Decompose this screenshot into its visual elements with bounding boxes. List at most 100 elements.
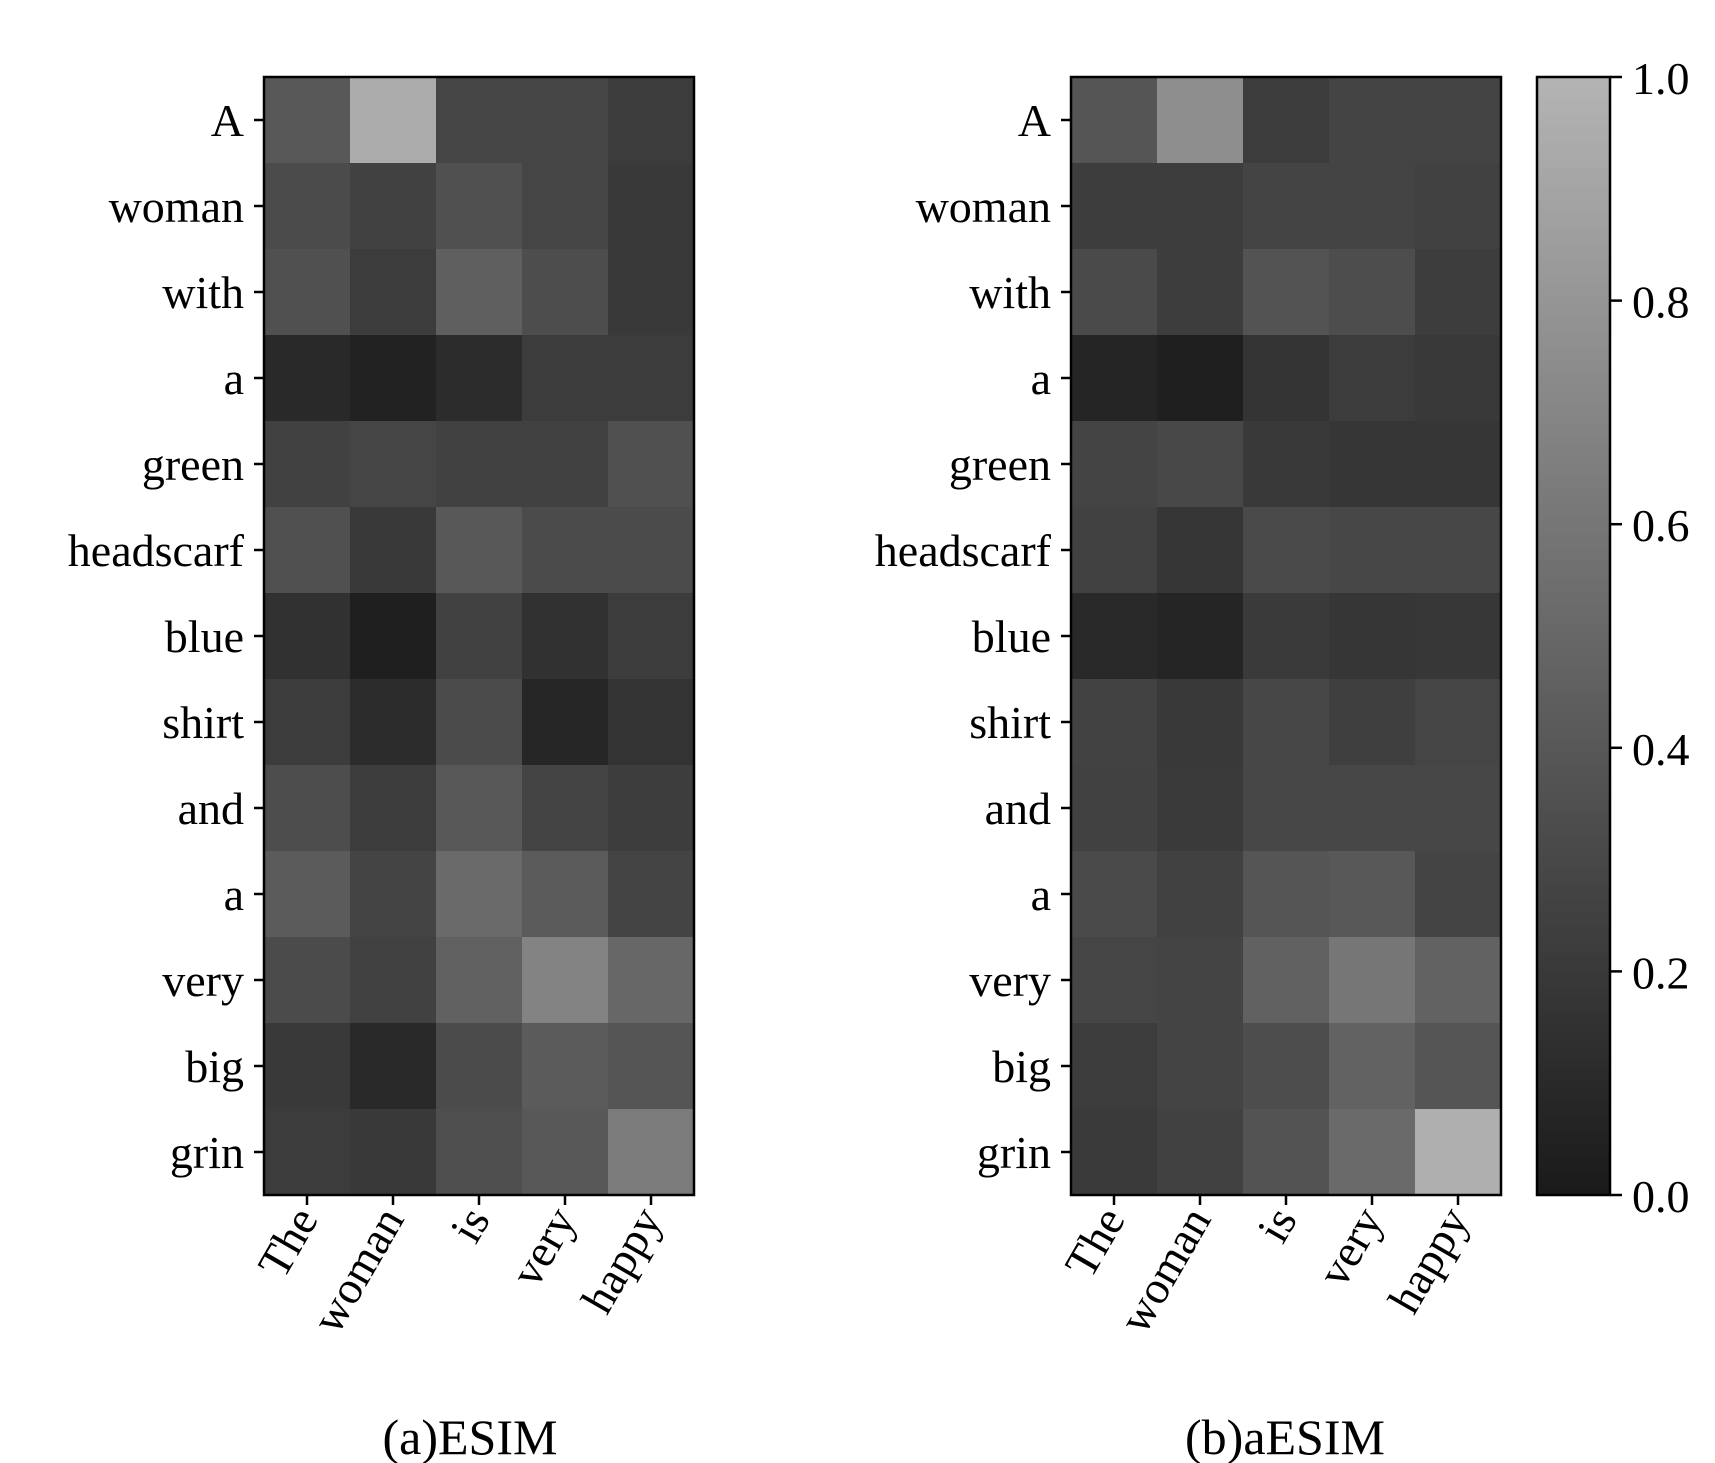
heatmap-cell xyxy=(1157,249,1244,336)
heatmap-cell xyxy=(1415,1023,1502,1110)
x-tick-label: happy xyxy=(571,1199,671,1322)
heatmap-cell xyxy=(264,851,351,938)
heatmap-cell xyxy=(1415,421,1502,508)
y-tick-label: grin xyxy=(170,1127,244,1178)
heatmap-cell xyxy=(522,937,609,1024)
heatmap-cell xyxy=(350,421,437,508)
y-tick-label: shirt xyxy=(162,697,244,748)
heatmap-cell xyxy=(1329,1023,1416,1110)
heatmap-cell xyxy=(1071,765,1158,852)
x-tick-label: The xyxy=(1055,1199,1135,1286)
heatmap-cell xyxy=(1329,335,1416,422)
heatmap-cell xyxy=(522,163,609,250)
panel-caption: (b)aESIM xyxy=(1185,1409,1385,1463)
heatmap-cell xyxy=(436,765,523,852)
heatmap-cell xyxy=(1329,77,1416,164)
colorbar-tick-label: 0.0 xyxy=(1632,1171,1690,1222)
heatmap-cell xyxy=(264,421,351,508)
y-tick-label: big xyxy=(992,1041,1051,1092)
heatmap-cell xyxy=(608,77,695,164)
heatmap-cell xyxy=(1243,421,1330,508)
heatmap-cell xyxy=(608,593,695,680)
heatmap-cell xyxy=(1157,593,1244,680)
heatmap-cell xyxy=(1157,937,1244,1024)
colorbar-tick-label: 0.6 xyxy=(1632,500,1690,551)
heatmap-cell xyxy=(1157,421,1244,508)
heatmap-cell xyxy=(608,1023,695,1110)
y-tick-label: a xyxy=(224,353,244,404)
heatmap-cell xyxy=(1329,937,1416,1024)
colorbar-tick-label: 0.2 xyxy=(1632,947,1690,998)
x-tick-label: very xyxy=(501,1199,586,1295)
heatmap-cell xyxy=(1243,77,1330,164)
heatmap-cell xyxy=(1243,765,1330,852)
heatmap-cell xyxy=(522,593,609,680)
heatmap-cell xyxy=(1329,249,1416,336)
heatmap-cell xyxy=(264,937,351,1024)
x-tick-label: happy xyxy=(1378,1199,1478,1322)
y-tick-label: a xyxy=(224,869,244,920)
heatmap-cell xyxy=(436,77,523,164)
heatmap-cell xyxy=(436,1023,523,1110)
heatmap-cell xyxy=(1415,249,1502,336)
y-tick-label: blue xyxy=(165,611,244,662)
heatmap-cell xyxy=(1329,163,1416,250)
heatmap-cell xyxy=(1415,507,1502,594)
heatmap-cell xyxy=(264,1023,351,1110)
heatmap-cell xyxy=(1329,765,1416,852)
y-tick-label: and xyxy=(178,783,244,834)
heatmap-cell xyxy=(1071,421,1158,508)
heatmap-cell xyxy=(608,1109,695,1196)
panel-caption: (a)ESIM xyxy=(383,1409,558,1463)
heatmap-cell xyxy=(1415,335,1502,422)
heatmap-cell xyxy=(1071,1109,1158,1196)
heatmap-cell xyxy=(1071,163,1158,250)
heatmap-cell xyxy=(1243,163,1330,250)
heatmap-cell xyxy=(1071,1023,1158,1110)
heatmap-cell xyxy=(608,851,695,938)
heatmap-cell xyxy=(436,679,523,766)
heatmap-cell xyxy=(1329,421,1416,508)
heatmap-cell xyxy=(1157,679,1244,766)
heatmap-cell xyxy=(1243,679,1330,766)
heatmap-cell xyxy=(1415,765,1502,852)
y-tick-label: a xyxy=(1031,353,1051,404)
heatmap-cell xyxy=(522,421,609,508)
colorbar-frame xyxy=(1535,75,1612,1197)
heatmap-cell xyxy=(1415,593,1502,680)
y-tick-label: grin xyxy=(977,1127,1051,1178)
heatmap-cell xyxy=(264,335,351,422)
y-tick-label: blue xyxy=(972,611,1051,662)
heatmap-cell xyxy=(1157,77,1244,164)
y-tick-label: A xyxy=(1018,95,1051,146)
heatmap-cell xyxy=(1243,1109,1330,1196)
heatmap-cell xyxy=(350,1109,437,1196)
colorbar-tick-label: 1.0 xyxy=(1632,53,1690,104)
heatmap-cell xyxy=(1157,765,1244,852)
y-tick-label: big xyxy=(185,1041,244,1092)
y-tick-label: headscarf xyxy=(875,525,1052,576)
y-tick-label: very xyxy=(162,955,244,1006)
heatmap-cell xyxy=(608,335,695,422)
heatmap-cell xyxy=(1415,937,1502,1024)
heatmap-cell xyxy=(436,1109,523,1196)
x-tick-label: is xyxy=(1247,1199,1307,1251)
heatmap-cell xyxy=(436,851,523,938)
heatmap-cell xyxy=(350,593,437,680)
heatmap-cell xyxy=(608,421,695,508)
colorbar-gradient xyxy=(1537,77,1610,1195)
heatmap-cell xyxy=(1071,679,1158,766)
heatmap-cell xyxy=(264,679,351,766)
heatmap-cell xyxy=(1243,937,1330,1024)
heatmap-cell xyxy=(1071,335,1158,422)
x-tick-label: The xyxy=(248,1199,328,1286)
heatmap-cell xyxy=(1415,1109,1502,1196)
heatmap-cell xyxy=(1415,679,1502,766)
heatmap-cell xyxy=(264,1109,351,1196)
colorbar: 0.0 0.2 0.4 0.6 0.8 1.0 xyxy=(1535,53,1690,1222)
heatmap-cell xyxy=(1071,77,1158,164)
